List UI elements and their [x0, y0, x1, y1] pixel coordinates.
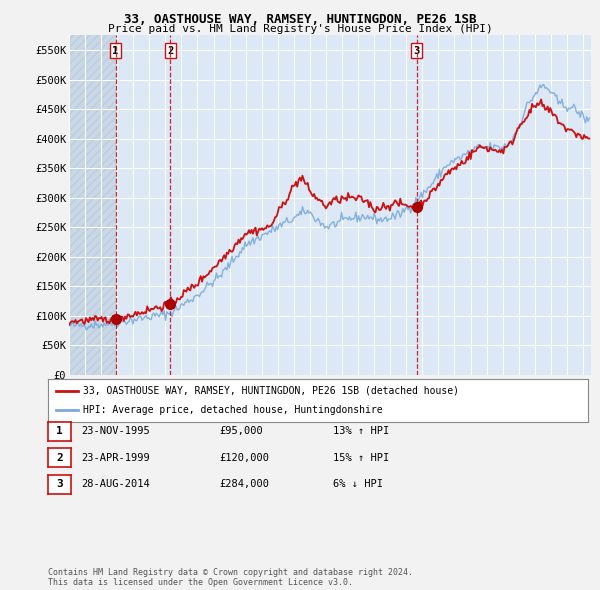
- Text: 13% ↑ HPI: 13% ↑ HPI: [333, 427, 389, 436]
- Text: 33, OASTHOUSE WAY, RAMSEY, HUNTINGDON, PE26 1SB: 33, OASTHOUSE WAY, RAMSEY, HUNTINGDON, P…: [124, 13, 476, 26]
- Bar: [69, 35, 116, 375]
- Text: 23-NOV-1995: 23-NOV-1995: [81, 427, 150, 436]
- Text: Contains HM Land Registry data © Crown copyright and database right 2024.
This d: Contains HM Land Registry data © Crown c…: [48, 568, 413, 587]
- Text: 1: 1: [112, 45, 119, 55]
- Text: 3: 3: [413, 45, 420, 55]
- Text: £284,000: £284,000: [219, 480, 269, 489]
- Text: 3: 3: [56, 480, 63, 489]
- Text: 15% ↑ HPI: 15% ↑ HPI: [333, 453, 389, 463]
- Text: 2: 2: [56, 453, 63, 463]
- Text: 6% ↓ HPI: 6% ↓ HPI: [333, 480, 383, 489]
- Text: 23-APR-1999: 23-APR-1999: [81, 453, 150, 463]
- Text: Price paid vs. HM Land Registry's House Price Index (HPI): Price paid vs. HM Land Registry's House …: [107, 24, 493, 34]
- Text: 33, OASTHOUSE WAY, RAMSEY, HUNTINGDON, PE26 1SB (detached house): 33, OASTHOUSE WAY, RAMSEY, HUNTINGDON, P…: [83, 386, 459, 396]
- Text: 1: 1: [56, 427, 63, 436]
- Text: £120,000: £120,000: [219, 453, 269, 463]
- Text: HPI: Average price, detached house, Huntingdonshire: HPI: Average price, detached house, Hunt…: [83, 405, 383, 415]
- Text: 28-AUG-2014: 28-AUG-2014: [81, 480, 150, 489]
- Text: 2: 2: [167, 45, 173, 55]
- Text: £95,000: £95,000: [219, 427, 263, 436]
